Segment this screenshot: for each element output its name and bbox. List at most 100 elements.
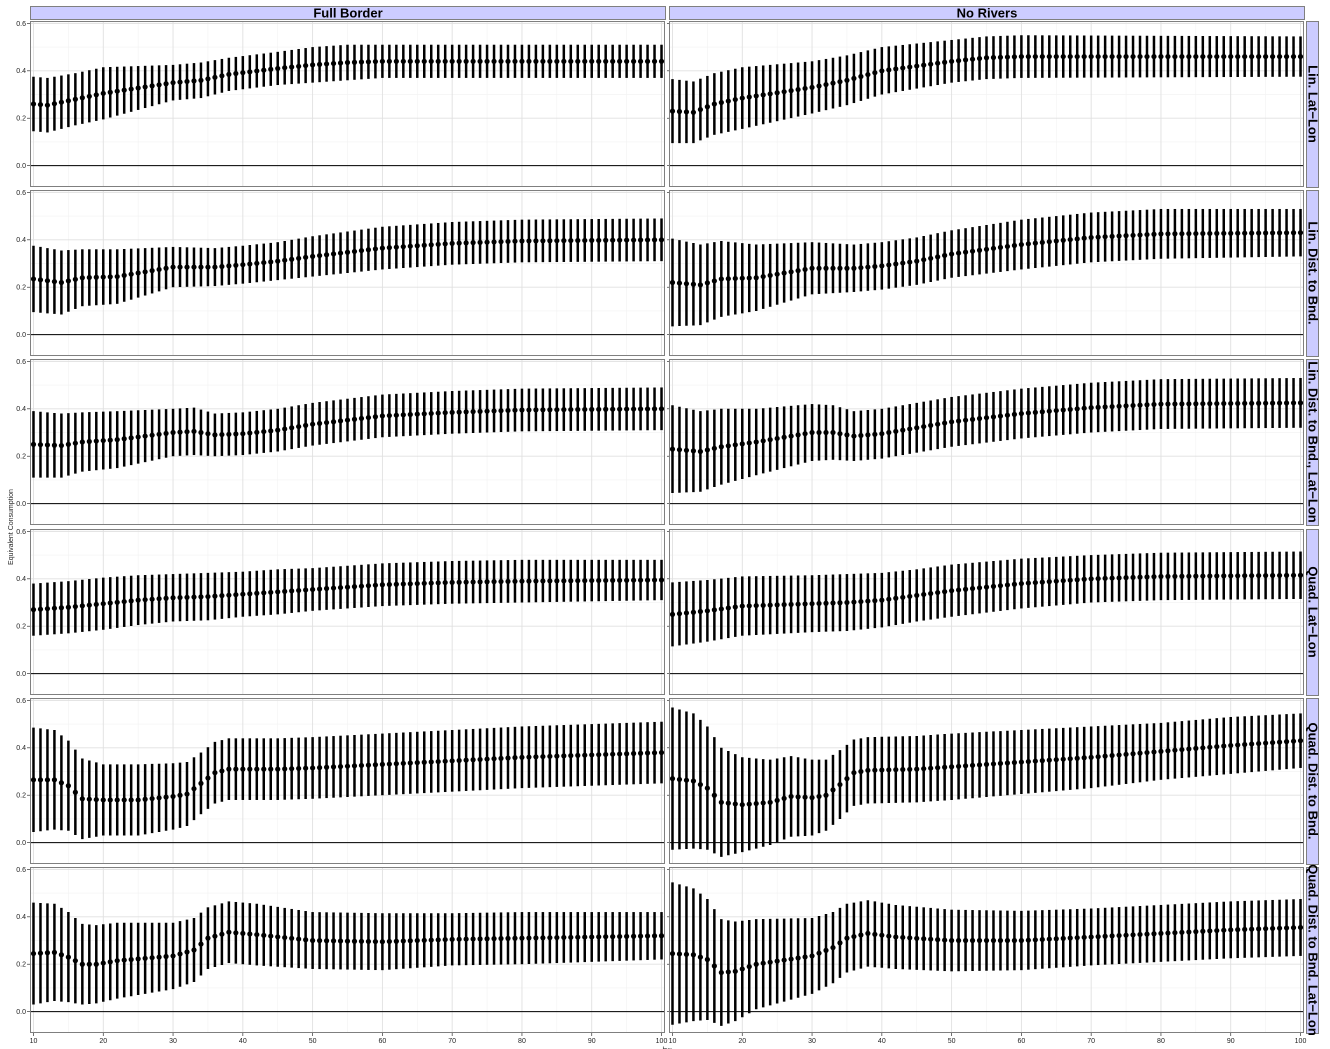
panel-r5-c1: [669, 867, 1304, 1033]
estimate-point: [1011, 54, 1018, 60]
estimate-point: [1242, 741, 1248, 748]
estimate-point: [393, 761, 399, 767]
estimate-point: [582, 752, 588, 758]
estimate-point: [240, 262, 246, 268]
estimate-point: [114, 958, 120, 964]
estimate-point: [802, 601, 808, 607]
estimate-point: [121, 272, 127, 278]
estimate-point: [872, 767, 878, 773]
estimate-point: [893, 66, 899, 72]
estimate-point: [711, 278, 717, 284]
estimate-point: [226, 929, 232, 935]
panel-r4-c1: [669, 698, 1304, 864]
estimate-point: [282, 588, 288, 594]
estimate-point: [1193, 745, 1199, 751]
estimate-point: [983, 55, 990, 61]
estimate-point: [658, 933, 665, 939]
estimate-point: [205, 264, 211, 270]
estimate-point: [79, 796, 85, 802]
estimate-point: [393, 938, 399, 944]
estimate-point: [582, 58, 588, 64]
estimate-point: [170, 80, 176, 86]
estimate-point: [428, 937, 434, 943]
estimate-point: [93, 274, 99, 280]
estimate-point: [233, 930, 239, 936]
estimate-point: [163, 81, 169, 87]
estimate-point: [1290, 925, 1297, 931]
estimate-point: [1137, 402, 1143, 408]
estimate-point: [310, 937, 316, 944]
series-estimates: [30, 559, 665, 636]
estimate-point: [526, 578, 532, 584]
estimate-point: [879, 597, 885, 603]
estimate-point: [1053, 578, 1059, 584]
estimate-point: [1144, 749, 1150, 756]
estimate-point: [1158, 748, 1164, 754]
estimate-point: [316, 586, 323, 592]
estimate-point: [942, 764, 948, 770]
estimate-point: [449, 758, 455, 764]
estimate-point: [816, 600, 822, 607]
estimate-point: [739, 441, 745, 447]
estimate-point: [72, 276, 78, 282]
panel-r3-c1: [669, 529, 1304, 695]
estimate-point: [156, 596, 162, 602]
estimate-point: [1200, 928, 1206, 934]
estimate-point: [942, 589, 948, 595]
x-tick-label: 30: [808, 1038, 816, 1045]
estimate-point: [449, 409, 455, 415]
estimate-point: [767, 272, 773, 278]
estimate-point: [351, 248, 358, 255]
estimate-point: [358, 762, 365, 769]
estimate-point: [718, 444, 724, 450]
estimate-point: [781, 434, 787, 440]
y-tick-label: 0.2: [16, 454, 26, 461]
estimate-point: [669, 108, 676, 114]
estimate-point: [1186, 929, 1192, 935]
row-label-0: Lin. Lat−Lon: [1306, 65, 1321, 143]
estimate-point: [1151, 574, 1157, 580]
panel-border: [669, 21, 1304, 187]
estimate-point: [233, 431, 239, 437]
estimate-point: [900, 65, 906, 71]
estimate-point: [697, 781, 704, 788]
estimate-point: [1144, 231, 1150, 238]
estimate-point: [477, 408, 483, 415]
x-tick-label: 100: [656, 1038, 668, 1045]
estimate-point: [1109, 233, 1115, 239]
estimate-point: [879, 431, 885, 437]
estimate-point: [1263, 926, 1269, 932]
estimate-point: [435, 58, 441, 64]
estimate-point: [470, 757, 476, 763]
estimate-point: [823, 429, 829, 436]
estimate-point: [526, 935, 532, 941]
estimate-point: [1172, 930, 1178, 936]
estimate-point: [990, 937, 997, 944]
estimate-point: [358, 938, 365, 944]
estimate-point: [683, 777, 690, 783]
estimate-point: [823, 600, 829, 606]
estimate-point: [400, 58, 406, 64]
estimate-point: [1207, 53, 1213, 60]
estimate-point: [205, 76, 211, 82]
estimate-point: [282, 257, 288, 263]
estimate-point: [1025, 410, 1031, 416]
estimate-point: [44, 950, 51, 956]
estimate-point: [484, 579, 490, 585]
row-strip-4: [1306, 698, 1319, 865]
series-estimates: [30, 218, 665, 315]
estimate-point: [837, 265, 843, 271]
estimate-point: [914, 63, 920, 69]
estimate-point: [914, 592, 920, 599]
estimate-point: [1297, 400, 1304, 406]
estimate-point: [1053, 407, 1059, 414]
estimate-point: [337, 584, 344, 591]
estimate-point: [935, 254, 941, 260]
estimate-point: [484, 936, 490, 942]
estimate-point: [554, 238, 560, 244]
series-estimates: [669, 882, 1304, 1026]
estimate-point: [969, 248, 976, 254]
estimate-point: [1032, 937, 1038, 943]
estimate-point: [1290, 738, 1297, 744]
estimate-point: [240, 431, 246, 437]
